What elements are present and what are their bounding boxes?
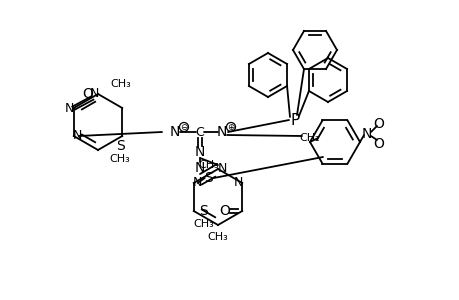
Text: P: P	[290, 112, 299, 128]
Polygon shape	[248, 53, 286, 97]
Text: N: N	[361, 127, 371, 141]
Text: N: N	[233, 176, 242, 190]
Text: CH₂: CH₂	[299, 133, 319, 143]
Text: N: N	[65, 101, 74, 115]
Text: O: O	[373, 137, 384, 151]
Text: CH₃: CH₃	[110, 154, 130, 164]
Text: S: S	[204, 171, 213, 185]
Text: CH₃: CH₃	[198, 160, 218, 170]
Text: N: N	[216, 125, 227, 139]
Text: CH₃: CH₃	[207, 232, 228, 242]
Text: O: O	[82, 87, 93, 101]
Text: S: S	[116, 139, 124, 153]
Text: O: O	[218, 204, 229, 218]
Text: S: S	[199, 204, 207, 218]
Polygon shape	[309, 120, 359, 164]
Text: O: O	[373, 117, 384, 131]
Text: N: N	[89, 86, 99, 100]
Text: N: N	[193, 176, 202, 190]
Text: N: N	[217, 161, 226, 175]
Polygon shape	[308, 58, 346, 102]
Text: N: N	[195, 145, 205, 159]
Text: N: N	[73, 128, 82, 142]
Text: CH₃: CH₃	[193, 219, 213, 229]
Text: N: N	[195, 161, 205, 175]
Text: C: C	[195, 125, 204, 139]
Text: CH₃: CH₃	[110, 79, 130, 89]
Polygon shape	[292, 31, 336, 69]
Text: ⊕: ⊕	[227, 122, 234, 131]
Text: ⊖: ⊖	[180, 122, 187, 131]
Text: N: N	[169, 125, 180, 139]
